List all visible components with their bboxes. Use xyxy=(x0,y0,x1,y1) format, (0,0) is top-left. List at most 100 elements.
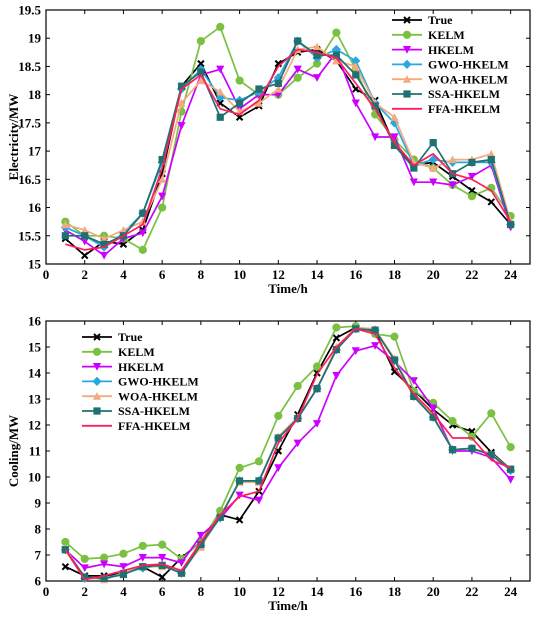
y-tick-label: 9 xyxy=(35,496,42,511)
data-point xyxy=(351,62,360,71)
data-point xyxy=(61,562,70,571)
data-point xyxy=(99,234,109,243)
x-tick-label: 18 xyxy=(388,267,402,282)
data-point xyxy=(332,51,340,59)
data-point xyxy=(409,377,418,385)
data-point xyxy=(312,74,322,82)
data-point xyxy=(80,237,89,246)
data-point xyxy=(351,347,360,355)
y-tick-label: 7 xyxy=(35,548,42,563)
x-tick-label: 2 xyxy=(81,584,88,599)
data-point xyxy=(235,463,244,472)
data-point xyxy=(81,251,89,260)
data-point xyxy=(139,563,147,571)
y-tick-label: 17.5 xyxy=(18,115,41,130)
data-point xyxy=(448,181,457,190)
data-point xyxy=(312,42,322,51)
data-point xyxy=(216,513,224,521)
legend-entry: HKELM xyxy=(428,43,474,57)
x-tick-label: 14 xyxy=(311,584,325,599)
data-point xyxy=(371,102,379,110)
data-point xyxy=(158,203,167,212)
x-axis-label: Time/h xyxy=(268,598,308,613)
data-point xyxy=(158,155,166,164)
data-point xyxy=(216,87,225,96)
data-point xyxy=(506,443,515,452)
x-tick-label: 24 xyxy=(504,267,518,282)
data-point xyxy=(138,229,147,238)
data-point xyxy=(506,476,515,484)
data-point xyxy=(332,56,341,65)
data-point xyxy=(390,332,399,341)
legend-marker xyxy=(92,376,102,386)
x-tick-label: 10 xyxy=(233,584,246,599)
data-point xyxy=(197,59,205,68)
legend-entry: FFA-HKELM xyxy=(118,419,190,433)
x-axis-label: Time/h xyxy=(268,281,308,296)
x-tick-label: 12 xyxy=(272,584,285,599)
data-point xyxy=(177,82,186,90)
data-point xyxy=(332,346,340,354)
data-point xyxy=(313,385,321,393)
data-point xyxy=(332,28,341,37)
legend-entry: GWO-HKELM xyxy=(428,58,509,72)
data-point xyxy=(312,362,322,371)
x-tick-label: 10 xyxy=(233,267,246,282)
data-point xyxy=(177,122,186,130)
data-point xyxy=(293,381,302,391)
data-point xyxy=(487,451,495,459)
data-point xyxy=(235,516,244,524)
y-tick-label: 12 xyxy=(28,418,41,433)
legend-marker xyxy=(92,392,102,400)
x-tick-label: 6 xyxy=(159,267,166,282)
legend-entry: True xyxy=(428,13,453,27)
legend-marker xyxy=(403,16,411,24)
data-point xyxy=(197,68,205,76)
y-tick-label: 18.5 xyxy=(18,59,41,74)
x-tick-label: 20 xyxy=(427,267,440,282)
data-point xyxy=(216,113,224,121)
data-point xyxy=(448,446,457,454)
x-tick-label: 0 xyxy=(43,584,50,599)
x-tick-label: 18 xyxy=(388,584,402,599)
legend-entry: GWO-HKELM xyxy=(118,375,199,389)
data-point xyxy=(467,192,477,201)
series-ssa-hkelm xyxy=(61,37,515,248)
y-tick-label: 14 xyxy=(28,366,42,381)
series-line xyxy=(65,45,512,240)
data-point xyxy=(254,457,264,466)
data-point xyxy=(99,560,109,569)
y-tick-label: 16 xyxy=(28,314,42,329)
data-point xyxy=(235,76,244,85)
data-point xyxy=(448,417,457,426)
legend-entry: KELM xyxy=(428,28,465,42)
data-point xyxy=(332,334,341,342)
series-ffa-hkelm xyxy=(64,327,511,581)
data-point xyxy=(196,76,205,85)
data-point xyxy=(410,392,418,400)
x-tick-label: 4 xyxy=(120,584,127,599)
data-point xyxy=(468,158,476,166)
legend-entry: SSA-HKELM xyxy=(428,87,500,101)
data-point xyxy=(487,149,496,158)
data-point xyxy=(429,163,438,172)
data-point xyxy=(293,73,302,82)
series-ssa-hkelm xyxy=(61,325,515,582)
data-point xyxy=(507,220,515,229)
y-tick-label: 16 xyxy=(28,200,42,215)
x-tick-label: 16 xyxy=(349,267,363,282)
y-tick-label: 17 xyxy=(28,144,42,159)
data-point xyxy=(312,420,322,428)
data-point xyxy=(274,411,283,420)
x-tick-label: 16 xyxy=(349,584,363,599)
chart-2: 0 2 4 6 8 10 12 14 16 18 20 22 24678910111213141516T… xyxy=(6,314,531,613)
data-point xyxy=(487,198,495,206)
data-point xyxy=(80,226,89,234)
x-tick-label: 4 xyxy=(120,267,127,282)
data-point xyxy=(487,155,495,164)
data-point xyxy=(468,444,476,452)
data-point xyxy=(216,65,225,74)
data-point xyxy=(255,85,263,93)
data-point xyxy=(390,356,399,364)
data-point xyxy=(429,413,437,421)
